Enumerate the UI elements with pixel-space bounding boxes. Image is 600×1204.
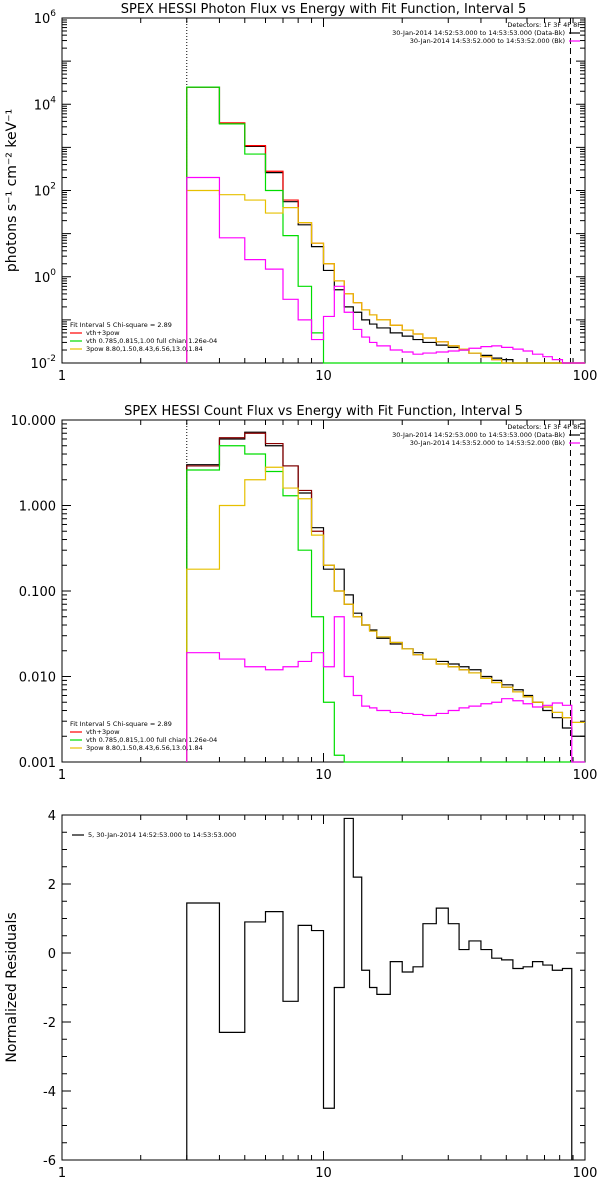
y-tick-exponent: 4 (50, 95, 56, 105)
y-tick-label: -2 (43, 1016, 56, 1031)
y-tick-label: 0 (48, 947, 56, 962)
chart-title: SPEX HESSI Count Flux vs Energy with Fit… (124, 404, 523, 419)
y-tick-label: 10-2 (30, 354, 56, 372)
x-tick-label: 100 (573, 1166, 598, 1181)
y-tick-label: 104 (34, 95, 57, 113)
series-line-2 (186, 86, 585, 364)
series-line-3 (186, 86, 585, 364)
y-tick-exponent: -2 (47, 354, 56, 364)
series-line-4 (186, 189, 585, 364)
chart-title: SPEX HESSI Photon Flux vs Energy with Fi… (121, 2, 527, 17)
y-tick-label: -6 (43, 1154, 56, 1169)
plot-frame (61, 419, 586, 763)
legend-label: 3pow 8.80,1.50,8.43,6.56,13.0,1.84 (86, 744, 203, 752)
series-line-5 (186, 176, 585, 364)
x-tick-label: 1 (58, 369, 66, 384)
time-interval-label: 30-Jan-2014 14:52:53.000 to 14:53:53.000… (392, 29, 565, 37)
y-tick-label: 2 (48, 878, 56, 893)
y-tick-exponent: 6 (50, 9, 56, 19)
y-tick-exponent: 2 (50, 182, 56, 192)
chart-panel-1: SPEX HESSI Photon Flux vs Energy with Fi… (4, 2, 597, 384)
y-tick-label: 106 (34, 9, 57, 27)
legend-label: vth+3pow (86, 728, 120, 736)
y-tick-label: 10.000 (11, 414, 57, 429)
chart-panel-2: SPEX HESSI Count Flux vs Energy with Fit… (11, 404, 598, 783)
series-line-1 (186, 817, 573, 1160)
x-tick-label: 10 (315, 1166, 332, 1181)
y-tick-label: 0.001 (19, 756, 56, 771)
series-line-4 (186, 466, 585, 762)
x-tick-label: 10 (315, 768, 332, 783)
time-interval-label: 30-Jan-2014 14:52:53.000 to 14:53:53.000… (392, 431, 565, 439)
y-axis-label: photons s⁻¹ cm⁻² keV⁻¹ (4, 109, 20, 272)
plot-frame (61, 17, 586, 364)
chart-panel-3: 1 10 100 -6 -4 -2 0 2 4 Normalized Residuals 5, 30… (4, 809, 597, 1181)
series-line-1 (186, 431, 585, 762)
detectors-label: Detectors: 1F 3F 4F 8F (507, 21, 581, 29)
detectors-label: Detectors: 1F 3F 4F 8F (507, 423, 581, 431)
series-line-3 (186, 445, 585, 763)
x-tick-label: 100 (573, 369, 598, 384)
time-interval-label: 30-Jan-2014 14:53:52.000 to 14:53:52.000… (410, 439, 565, 447)
y-tick-label: 1.000 (19, 500, 56, 515)
y-tick-label: 100 (34, 268, 57, 286)
legend-label: 5, 30-Jan-2014 14:52:53.000 to 14:53:53.… (88, 831, 236, 839)
y-tick-label: 102 (34, 182, 56, 200)
y-tick-label: -4 (43, 1085, 56, 1100)
x-tick-label: 100 (573, 768, 598, 783)
y-tick-exponent: 0 (50, 268, 56, 278)
series-line-5 (186, 616, 585, 763)
x-tick-label: 1 (58, 1166, 66, 1181)
fit-header-label: Fit Interval 5 Chi-square = 2.89 (70, 720, 172, 728)
legend-label: vth 0.785,0.815,1.00 full chian 1.26e-04 (86, 337, 217, 345)
x-tick-label: 10 (315, 369, 332, 384)
series-line-2 (186, 432, 585, 762)
legend-label: vth 0.785,0.815,1.00 full chian 1.26e-04 (86, 736, 217, 744)
legend-label: 3pow 8.80,1.50,8.43,6.56,13.0,1.84 (86, 345, 203, 353)
y-tick-label: 0.100 (19, 585, 56, 600)
y-tick-label: 4 (48, 809, 56, 824)
legend-label: vth+3pow (86, 329, 120, 337)
y-axis-label: Normalized Residuals (4, 912, 20, 1062)
y-tick-label: 0.010 (19, 671, 56, 686)
series-line-1 (186, 86, 585, 364)
x-tick-label: 1 (58, 768, 66, 783)
time-interval-label: 30-Jan-2014 14:53:52.000 to 14:53:52.000… (410, 37, 565, 45)
fit-header-label: Fit Interval 5 Chi-square = 2.89 (70, 321, 172, 329)
